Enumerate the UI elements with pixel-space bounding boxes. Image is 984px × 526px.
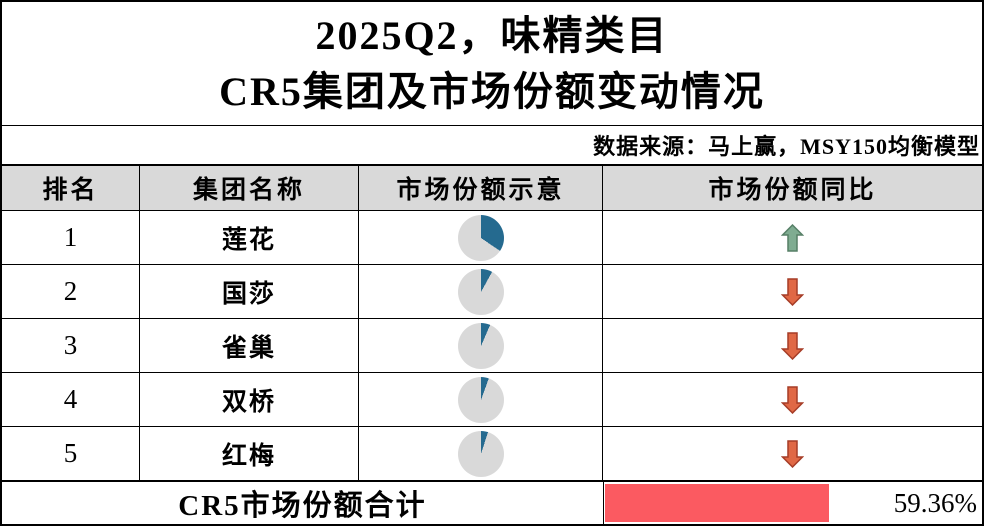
rank-value: 3 — [2, 319, 140, 372]
pie-chart-icon — [457, 214, 504, 261]
pie-chart-icon — [457, 430, 504, 477]
header-group-name: 集团名称 — [140, 166, 359, 210]
cr5-total-value: 59.36% — [893, 487, 977, 518]
table-footer-row: CR5市场份额合计 59.36% — [2, 480, 982, 524]
rank-value: 2 — [2, 265, 140, 318]
group-name: 雀巢 — [140, 319, 359, 372]
data-source-note: 数据来源：马上赢，MSY150均衡模型 — [2, 125, 982, 164]
header-market-share: 市场份额示意 — [359, 166, 603, 210]
table-row: 3 雀巢 — [2, 318, 982, 372]
table-row: 1 莲花 — [2, 210, 982, 264]
rank-value: 4 — [2, 373, 140, 426]
down-arrow-icon — [781, 277, 804, 306]
table-row: 4 双桥 — [2, 372, 982, 426]
header-share-yoy: 市场份额同比 — [708, 177, 877, 204]
group-name: 国莎 — [140, 265, 359, 318]
up-arrow-icon — [781, 223, 804, 252]
title-line-1: 2025Q2，味精类目 — [315, 12, 669, 58]
data-bar — [605, 484, 830, 522]
group-name: 双桥 — [140, 373, 359, 426]
table-header-row: 排名 集团名称 市场份额示意 市场份额同比 — [2, 164, 982, 210]
group-name: 莲花 — [140, 211, 359, 264]
rank-value: 5 — [2, 427, 140, 480]
table-row: 5 红梅 — [2, 426, 982, 480]
cr5-total-label: CR5市场份额合计 — [2, 482, 604, 524]
cr5-total-cell: 59.36% — [604, 482, 982, 524]
rank-value: 1 — [2, 211, 140, 264]
pie-chart-icon — [457, 376, 504, 423]
title-line-2: CR5集团及市场份额变动情况 — [219, 68, 765, 114]
down-arrow-icon — [781, 385, 804, 414]
down-arrow-icon — [781, 331, 804, 360]
header-rank: 排名 — [2, 166, 140, 210]
down-arrow-icon — [781, 439, 804, 468]
page-title: 2025Q2，味精类目 CR5集团及市场份额变动情况 — [2, 2, 982, 125]
pie-chart-icon — [457, 322, 504, 369]
data-source-text: 数据来源：马上赢，MSY150均衡模型 — [593, 134, 980, 159]
pie-chart-icon — [457, 268, 504, 315]
table-row: 2 国莎 — [2, 264, 982, 318]
group-name: 红梅 — [140, 427, 359, 480]
